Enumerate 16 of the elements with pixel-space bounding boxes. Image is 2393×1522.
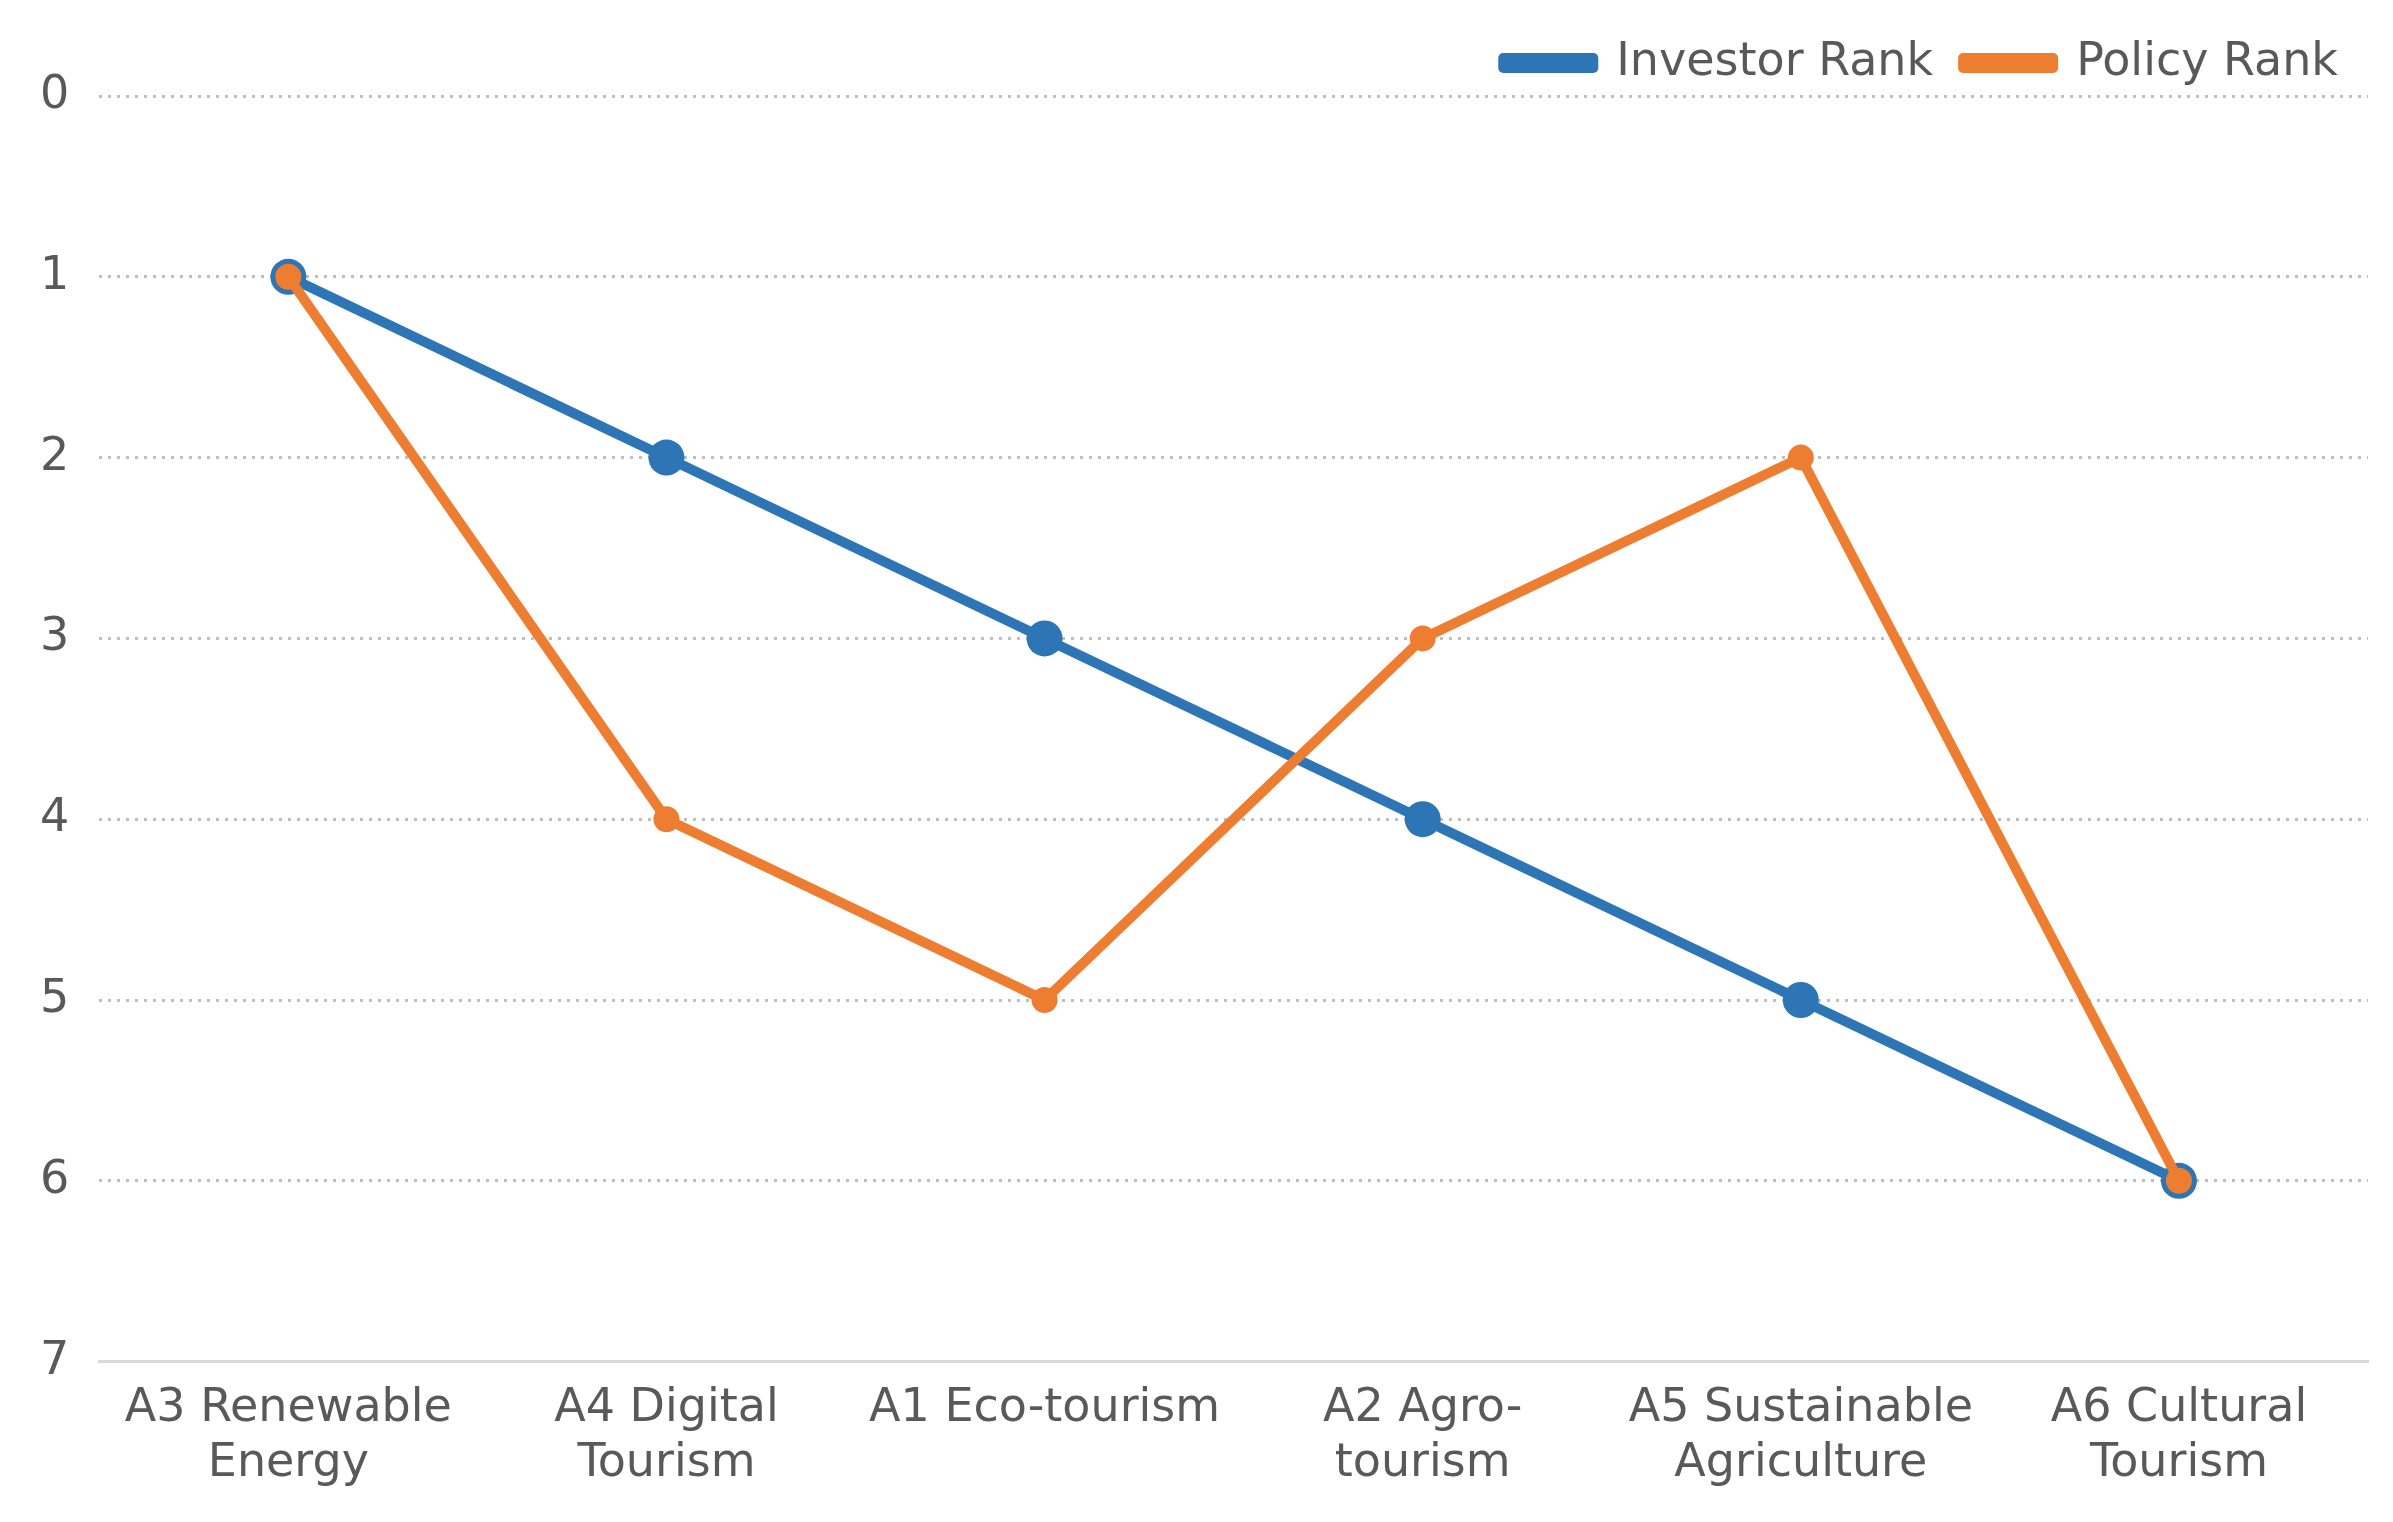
y-tick-label: 6: [39, 1149, 70, 1204]
x-tick-label: A3 Renewable Energy: [124, 1378, 452, 1488]
legend-label: Investor Rank: [1616, 31, 1934, 86]
y-tick-label: 7: [39, 1330, 70, 1385]
x-tick-label: A2 Agro-tourism: [1322, 1378, 1523, 1488]
y-tick-label: 0: [39, 64, 70, 119]
y-tick-label: 1: [39, 245, 70, 300]
y-tick-label: 5: [39, 968, 70, 1023]
y-tick-label: 4: [39, 788, 70, 843]
x-tick-label: A1 Eco-tourism: [869, 1378, 1221, 1433]
x-tick-label: A5 Sustainable Agriculture: [1628, 1378, 1973, 1488]
x-tick-label: A4 Digital Tourism: [554, 1378, 779, 1488]
x-tick-label: A6 Cultural Tourism: [2050, 1378, 2308, 1488]
y-tick-label: 2: [39, 426, 70, 481]
y-tick-label: 3: [39, 607, 70, 662]
legend-label: Policy Rank: [2076, 31, 2339, 86]
